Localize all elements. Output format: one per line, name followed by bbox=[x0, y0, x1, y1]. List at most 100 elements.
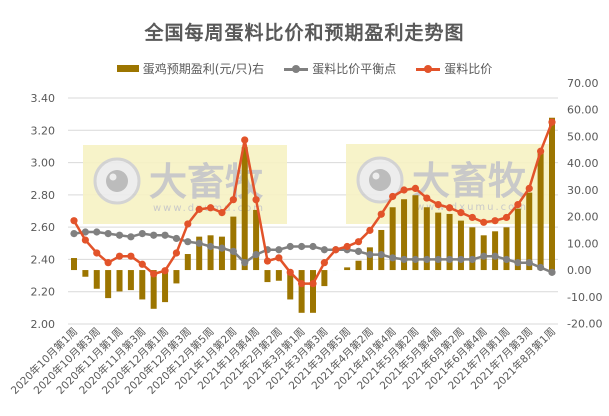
y-right-tick-label: 30.00 bbox=[567, 184, 599, 197]
profit-bar bbox=[298, 270, 305, 313]
data-point-marker bbox=[320, 246, 328, 254]
data-point-marker bbox=[127, 233, 135, 241]
data-point-marker bbox=[411, 184, 420, 192]
data-point-marker bbox=[537, 263, 545, 272]
data-point-marker bbox=[400, 255, 408, 264]
y-left-tick-label: 3.20 bbox=[31, 124, 56, 137]
data-point-marker bbox=[70, 217, 78, 225]
profit-bar bbox=[446, 213, 453, 271]
profit-bar bbox=[253, 209, 260, 271]
data-point-marker bbox=[548, 118, 556, 126]
data-point-marker bbox=[377, 210, 385, 218]
legend-item-profit[interactable]: 蛋鸡预期盈利(元/只)右 bbox=[116, 60, 265, 77]
profit-bar bbox=[127, 270, 134, 291]
data-point-marker bbox=[423, 194, 431, 202]
profit-bar bbox=[71, 258, 77, 271]
data-point-marker bbox=[172, 249, 181, 257]
profit-bar bbox=[196, 236, 203, 271]
data-point-marker bbox=[81, 228, 89, 236]
profit-bar bbox=[435, 212, 442, 271]
data-point-marker bbox=[411, 255, 420, 264]
profit-bar bbox=[173, 270, 180, 284]
profit-bar bbox=[116, 270, 123, 292]
y-left-tick-label: 2.80 bbox=[31, 189, 56, 202]
data-point-marker bbox=[491, 217, 499, 225]
y-right-tick-label: 0.00 bbox=[567, 264, 592, 277]
profit-bar bbox=[366, 247, 373, 271]
data-point-marker bbox=[172, 234, 181, 243]
data-point-marker bbox=[286, 242, 294, 251]
data-point-marker bbox=[104, 259, 112, 267]
y-right-tick-label: -10.00 bbox=[567, 291, 602, 304]
data-point-marker bbox=[309, 280, 317, 288]
data-point-marker bbox=[502, 255, 511, 264]
profit-bar bbox=[537, 152, 544, 271]
data-point-marker bbox=[525, 259, 533, 267]
profit-bar bbox=[457, 220, 464, 271]
data-point-marker bbox=[195, 205, 203, 213]
profit-bar bbox=[310, 270, 316, 313]
data-point-marker bbox=[457, 209, 465, 217]
data-point-marker bbox=[309, 242, 317, 251]
data-point-marker bbox=[127, 252, 135, 260]
data-point-marker bbox=[537, 147, 545, 155]
data-point-marker bbox=[241, 259, 249, 267]
data-point-marker bbox=[457, 255, 465, 264]
profit-bar bbox=[401, 199, 408, 271]
data-point-marker bbox=[161, 267, 169, 275]
data-point-marker bbox=[218, 244, 226, 252]
profit-bar bbox=[389, 207, 396, 271]
line-marker-icon bbox=[284, 64, 309, 74]
profit-bar bbox=[492, 231, 499, 271]
y-right-tick-label: 60.00 bbox=[567, 104, 599, 117]
profit-bar bbox=[93, 270, 100, 289]
data-point-marker bbox=[445, 204, 454, 212]
legend-label: 蛋料比价平衡点 bbox=[312, 62, 397, 76]
data-point-marker bbox=[252, 250, 260, 259]
y-right-tick-label: 10.00 bbox=[567, 237, 599, 250]
data-point-marker bbox=[343, 242, 351, 251]
data-point-marker bbox=[366, 226, 374, 234]
profit-bar bbox=[218, 236, 225, 271]
y-right-tick-label: -20.00 bbox=[567, 318, 602, 331]
profit-bar bbox=[241, 147, 248, 271]
data-point-marker bbox=[354, 247, 363, 255]
chart-title: 全国每周蛋料比价和预期盈利走势图 bbox=[144, 22, 465, 44]
y-right-tick-label: 50.00 bbox=[567, 130, 599, 143]
data-point-marker bbox=[93, 228, 101, 236]
data-point-marker bbox=[70, 230, 78, 238]
profit-bar bbox=[526, 192, 533, 271]
data-point-marker bbox=[514, 200, 522, 209]
data-point-marker bbox=[548, 268, 556, 276]
data-point-marker bbox=[377, 250, 385, 259]
profit-bar bbox=[549, 117, 555, 271]
data-point-marker bbox=[354, 238, 363, 246]
data-point-marker bbox=[93, 249, 101, 257]
watermark-url: www.dxumu.com bbox=[416, 202, 528, 213]
data-point-marker bbox=[275, 246, 283, 254]
data-point-marker bbox=[491, 252, 499, 260]
profit-bar bbox=[412, 195, 419, 271]
profit-bar bbox=[162, 270, 169, 303]
profit-bar bbox=[469, 227, 476, 271]
data-point-marker bbox=[480, 252, 488, 260]
y-right-tick-label: 70.00 bbox=[567, 77, 599, 90]
data-point-marker bbox=[206, 242, 215, 251]
data-point-marker bbox=[468, 213, 476, 222]
data-point-marker bbox=[138, 230, 146, 238]
legend-item-breakeven[interactable]: 蛋料比价平衡点 bbox=[284, 60, 396, 77]
data-point-marker bbox=[366, 250, 374, 259]
data-point-marker bbox=[502, 213, 511, 222]
data-point-marker bbox=[184, 220, 192, 228]
data-point-marker bbox=[445, 255, 454, 264]
data-point-marker bbox=[150, 231, 158, 239]
legend-label: 蛋鸡预期盈利(元/只)右 bbox=[142, 62, 265, 76]
profit-bar bbox=[378, 229, 385, 271]
legend-item-ratio[interactable]: 蛋料比价 bbox=[416, 60, 492, 77]
data-point-marker bbox=[320, 259, 328, 267]
data-point-marker bbox=[525, 184, 533, 192]
y-right-tick-label: 20.00 bbox=[567, 211, 599, 224]
data-point-marker bbox=[400, 186, 408, 194]
profit-bar bbox=[423, 207, 430, 271]
